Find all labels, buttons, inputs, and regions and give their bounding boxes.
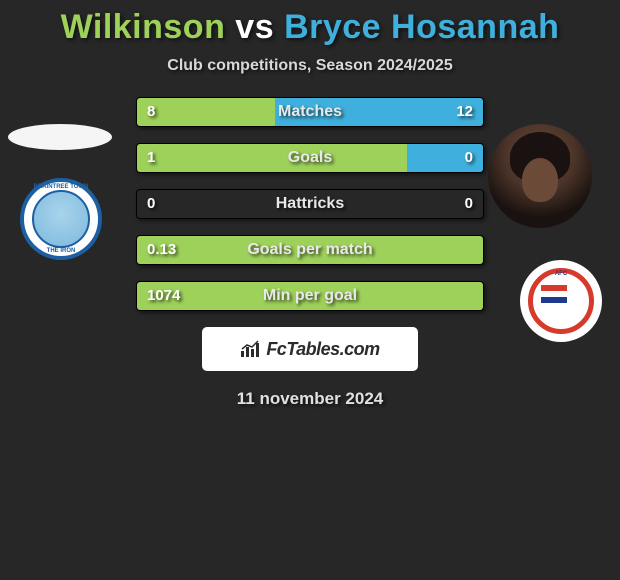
stats-section: 812Matches 10Goals 00Hattricks 0.13Goals pe… xyxy=(136,97,484,311)
stat-row: 10Goals xyxy=(136,143,484,173)
player1-name: Wilkinson xyxy=(61,8,226,46)
player2-name: Bryce Hosannah xyxy=(284,8,559,46)
brand-badge: FcTables.com xyxy=(202,327,418,371)
vs-text: vs xyxy=(235,8,274,46)
player1-avatar xyxy=(8,124,112,150)
chart-icon xyxy=(240,340,260,358)
subtitle: Club competitions, Season 2024/2025 xyxy=(0,57,620,75)
stat-row: 00Hattricks xyxy=(136,189,484,219)
stat-label: Min per goal xyxy=(137,282,483,310)
player2-club-badge: AFC xyxy=(520,260,602,342)
player2-avatar xyxy=(488,124,592,228)
stat-row: 0.13Goals per match xyxy=(136,235,484,265)
page-title: Wilkinson vs Bryce Hosannah xyxy=(0,8,620,47)
date-label: 11 november 2024 xyxy=(0,389,620,409)
comparison-card: Wilkinson vs Bryce Hosannah Club competi… xyxy=(0,0,620,448)
player1-club-badge: BRAINTREE TOWN THE IRON xyxy=(20,178,102,260)
stat-label: Matches xyxy=(137,98,483,126)
stat-row: 812Matches xyxy=(136,97,484,127)
stat-label: Goals per match xyxy=(137,236,483,264)
stat-row: 1074Min per goal xyxy=(136,281,484,311)
brand-text: FcTables.com xyxy=(266,339,379,360)
stat-label: Goals xyxy=(137,144,483,172)
stat-label: Hattricks xyxy=(137,190,483,218)
